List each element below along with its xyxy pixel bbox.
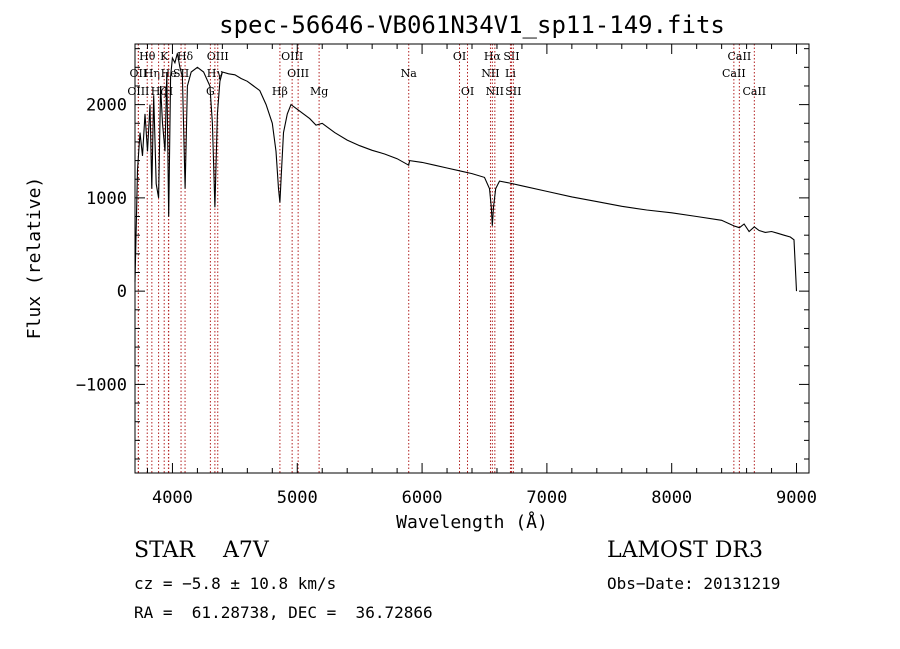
line-marker-label: CaII xyxy=(722,67,746,80)
chart-title: spec-56646-VB061N34V1_sp11-149.fits xyxy=(219,11,725,39)
survey-name: LAMOST DR3 xyxy=(607,538,763,563)
y-tick-label: 0 xyxy=(117,282,127,302)
line-marker-label: H xyxy=(164,85,174,98)
x-axis-label: Wavelength (Å) xyxy=(396,511,548,533)
line-marker-label: Li xyxy=(505,67,516,80)
spectrum-series-line xyxy=(134,53,798,292)
y-axis-label: Flux (relative) xyxy=(24,177,45,340)
line-marker-label: Hη xyxy=(144,67,160,80)
coordinates-ra-dec: RA = 61.28738, DEC = 36.72866 xyxy=(134,603,433,622)
line-marker-label: OI xyxy=(453,50,466,63)
line-marker-label: NII xyxy=(486,85,504,98)
line-marker-label: OIII xyxy=(207,50,229,63)
object-class: STAR A7V xyxy=(134,538,269,563)
redshift-cz: cz = −5.8 ± 10.8 km/s xyxy=(134,574,337,593)
axes: 4000 5000 6000 7000 8000 9000 −1000 0 1000 2000 xyxy=(76,44,817,508)
line-marker-label: Hθ xyxy=(139,50,156,63)
x-tick-label: 4000 xyxy=(152,488,193,508)
line-marker-label: Hζ xyxy=(151,85,167,98)
line-marker-label: Mg xyxy=(310,85,328,98)
line-marker-label: Na xyxy=(401,67,418,80)
line-marker-label: Hβ xyxy=(272,85,288,98)
x-tick-label: 9000 xyxy=(776,488,817,508)
line-marker-label: CaII xyxy=(728,50,752,63)
y-tick-label: 1000 xyxy=(86,189,127,209)
line-marker-label: OIII xyxy=(127,85,149,98)
line-marker-label: Hδ xyxy=(177,50,194,63)
plot-frame xyxy=(134,43,810,474)
line-marker-label: OIII xyxy=(281,50,303,63)
line-marker-label: K xyxy=(160,50,169,63)
x-tick-label: 7000 xyxy=(526,488,567,508)
line-marker-label: Hα xyxy=(484,50,502,63)
line-marker-label: NII xyxy=(481,67,499,80)
line-marker-label: OI xyxy=(461,85,474,98)
observation-date: Obs−Date: 20131219 xyxy=(607,574,781,593)
line-marker-label: CaII xyxy=(742,85,766,98)
x-tick-label: 6000 xyxy=(402,488,443,508)
y-tick-label: −1000 xyxy=(76,375,127,395)
y-tick-label: 2000 xyxy=(86,96,127,116)
line-marker-label: SII xyxy=(505,85,521,98)
line-marker-label: Hγ xyxy=(207,67,224,80)
x-tick-label: 8000 xyxy=(651,488,692,508)
x-tick-label: 5000 xyxy=(277,488,318,508)
line-marker-label: SII xyxy=(503,50,519,63)
line-marker-label: OIII xyxy=(287,67,309,80)
